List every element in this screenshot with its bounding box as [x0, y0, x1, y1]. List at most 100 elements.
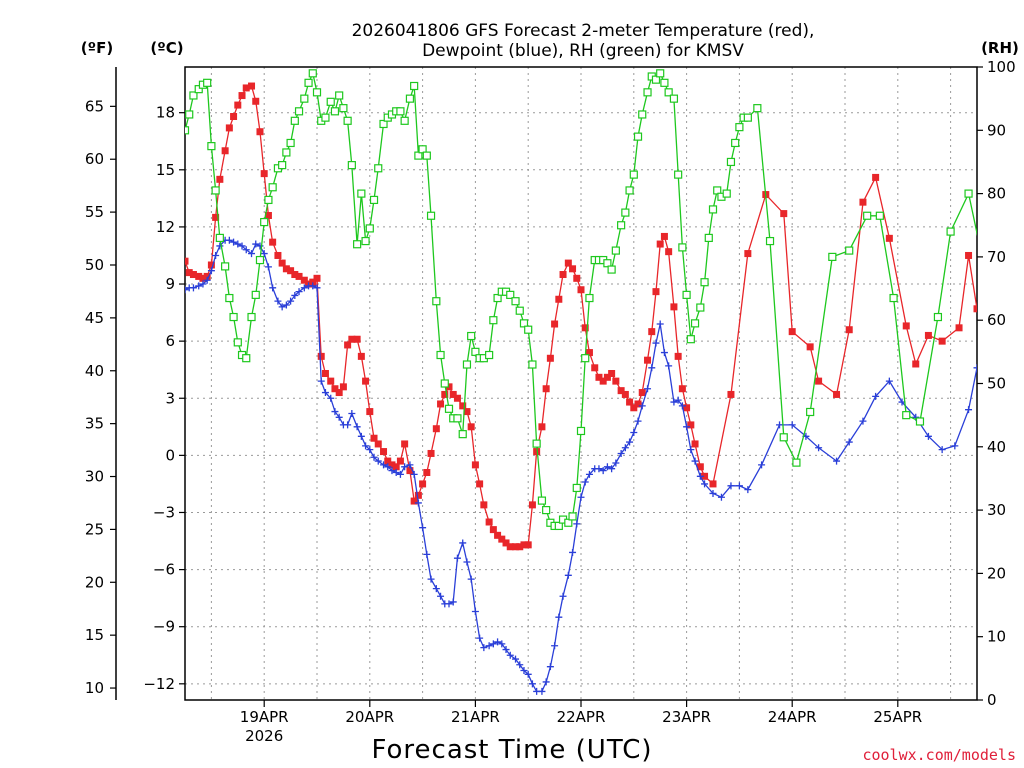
- celsius-tick-label: 0: [165, 446, 175, 464]
- data-point: [665, 362, 673, 370]
- data-point: [365, 224, 374, 233]
- data-point: [423, 469, 431, 477]
- data-point: [396, 107, 405, 116]
- data-point: [727, 482, 735, 490]
- data-point: [551, 320, 559, 328]
- data-point: [212, 213, 220, 221]
- data-point: [313, 284, 321, 292]
- data-point: [374, 457, 382, 465]
- data-point: [643, 88, 652, 97]
- data-point: [300, 284, 308, 292]
- data-point: [951, 442, 959, 450]
- data-point: [577, 286, 585, 294]
- data-point: [225, 236, 233, 244]
- axes: −12 −9 −6 −3 0 3 6 9 12 15 18 10 15 20 25 30 35 40 45 50 55 6…: [85, 58, 1016, 745]
- data-point: [743, 113, 752, 122]
- data-point: [252, 240, 260, 248]
- data-point: [269, 284, 277, 292]
- data-point: [327, 377, 335, 385]
- data-point: [965, 406, 973, 414]
- data-point: [282, 265, 290, 273]
- data-point: [189, 91, 198, 100]
- x-tick-label: 21APR: [451, 708, 500, 726]
- data-point: [845, 246, 854, 255]
- data-point: [335, 389, 343, 397]
- plot-frame: [184, 66, 978, 701]
- rh-tick-label: 10: [987, 628, 1006, 646]
- celsius-tick-label: 3: [165, 389, 175, 407]
- data-point: [608, 370, 616, 378]
- data-point: [726, 157, 736, 167]
- data-point: [964, 189, 973, 198]
- data-point: [670, 398, 678, 406]
- data-point: [651, 75, 661, 84]
- data-point: [247, 312, 256, 322]
- data-point: [696, 303, 705, 312]
- data-point: [704, 233, 713, 243]
- data-point: [282, 148, 291, 157]
- data-point: [859, 417, 867, 425]
- data-point: [946, 227, 955, 236]
- data-point: [780, 210, 788, 218]
- data-point: [753, 104, 762, 113]
- data-point: [432, 585, 440, 593]
- data-point: [833, 457, 841, 465]
- celsius-tick-label: −3: [153, 503, 175, 521]
- fahrenheit-tick-label: 65: [85, 97, 104, 115]
- data-point: [691, 457, 699, 465]
- data-point: [665, 248, 673, 256]
- data-point: [872, 173, 880, 181]
- data-point: [357, 432, 365, 440]
- data-point: [406, 467, 414, 475]
- fahrenheit-tick-label: 45: [85, 309, 104, 327]
- data-point: [405, 94, 415, 103]
- source-credit: coolwx.com/models: [862, 746, 1016, 764]
- data-point: [335, 91, 344, 100]
- data-point: [546, 354, 554, 362]
- data-point: [449, 598, 457, 606]
- data-point: [788, 421, 796, 429]
- data-point: [233, 338, 242, 347]
- data-point: [660, 78, 669, 87]
- data-point: [436, 350, 445, 360]
- fahrenheit-tick-label: 25: [85, 520, 104, 538]
- data-point: [617, 387, 625, 395]
- data-point: [418, 145, 427, 154]
- data-point: [656, 69, 665, 78]
- data-point: [295, 288, 303, 296]
- data-point: [388, 467, 396, 475]
- data-point: [735, 482, 743, 490]
- data-point: [792, 458, 801, 467]
- data-point: [678, 402, 686, 410]
- data-point: [648, 328, 656, 336]
- data-point: [300, 276, 308, 284]
- data-point: [414, 151, 423, 160]
- data-point: [234, 240, 242, 248]
- data-point: [384, 463, 392, 471]
- data-point: [268, 183, 277, 192]
- data-point: [256, 128, 264, 136]
- data-point: [546, 663, 554, 671]
- data-point: [207, 142, 216, 151]
- data-point: [414, 491, 422, 499]
- data-point: [524, 670, 532, 678]
- data-point: [933, 312, 943, 322]
- data-point: [199, 280, 207, 288]
- data-point: [317, 352, 325, 360]
- fahrenheit-tick-label: 30: [85, 468, 104, 486]
- data-point: [437, 400, 445, 408]
- celsius-tick-label: 6: [165, 332, 175, 350]
- data-point: [863, 211, 872, 220]
- data-point: [532, 439, 541, 448]
- data-point: [644, 356, 652, 364]
- data-point: [370, 434, 378, 442]
- data-point: [564, 518, 573, 527]
- data-point: [195, 272, 203, 280]
- data-point: [414, 499, 422, 507]
- data-point: [489, 526, 497, 534]
- fahrenheit-tick-label: 35: [85, 415, 104, 433]
- data-point: [520, 541, 528, 549]
- data-point: [528, 360, 537, 369]
- data-point: [195, 282, 203, 290]
- data-point: [674, 170, 683, 179]
